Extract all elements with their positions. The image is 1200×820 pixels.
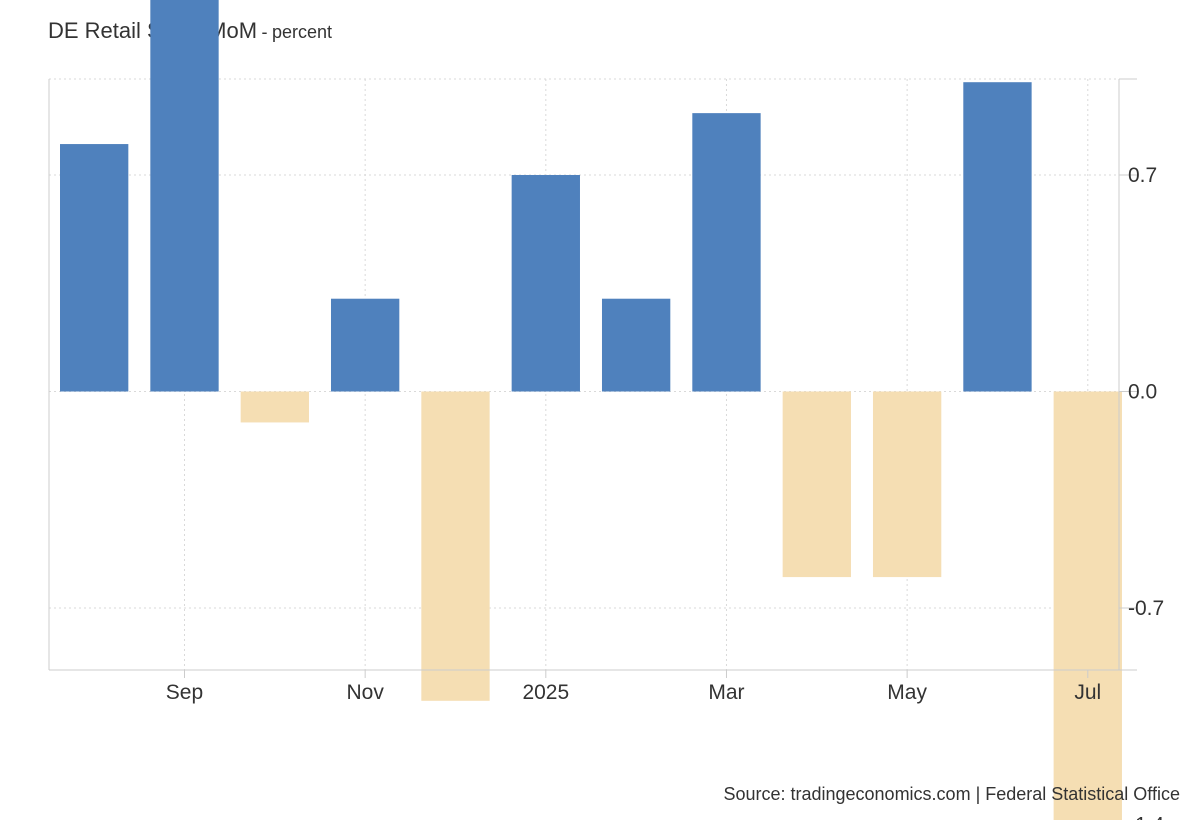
x-tick-label: 2025 bbox=[522, 681, 569, 704]
x-tick-label: May bbox=[887, 681, 927, 704]
x-tick-label: Jul bbox=[1074, 681, 1101, 704]
axis-layer bbox=[48, 78, 1137, 678]
chart-unit-label: percent bbox=[271, 22, 333, 42]
bar-sep-2024 bbox=[150, 0, 219, 392]
chart-title-separator: - bbox=[261, 22, 268, 42]
bar-apr-2025 bbox=[782, 391, 851, 578]
x-tick-label: Sep bbox=[166, 681, 203, 704]
bar-nov-2024 bbox=[330, 298, 400, 392]
bar-oct-2024 bbox=[240, 391, 309, 423]
bar-may-2025 bbox=[872, 391, 942, 578]
bar-feb-2025 bbox=[601, 298, 671, 392]
x-tick-label: Mar bbox=[708, 681, 744, 704]
y-tick-label: -1.4 bbox=[1128, 814, 1165, 820]
bar-mar-2025 bbox=[692, 113, 761, 392]
labels-layer: 1.40.70.0-0.7-1.4SepNov2025MarMayJul bbox=[166, 164, 1165, 820]
bar-jul-2025 bbox=[1053, 391, 1122, 820]
bar-aug-2024 bbox=[60, 144, 129, 392]
source-credit: Source: tradingeconomics.com | Federal S… bbox=[723, 784, 1180, 804]
bar-dec-2024 bbox=[421, 391, 490, 701]
y-tick-label: 0.7 bbox=[1128, 164, 1157, 187]
y-tick-label: 0.0 bbox=[1128, 381, 1157, 404]
bar-jan-2025 bbox=[511, 174, 580, 392]
bars-layer bbox=[60, 0, 1122, 820]
x-tick-label: Nov bbox=[346, 681, 384, 704]
y-tick-label: -0.7 bbox=[1128, 597, 1164, 620]
bar-jun-2025 bbox=[963, 82, 1032, 392]
